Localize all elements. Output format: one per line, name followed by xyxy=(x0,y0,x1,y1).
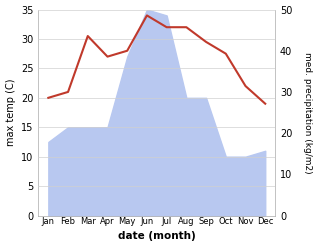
Y-axis label: med. precipitation (kg/m2): med. precipitation (kg/m2) xyxy=(303,52,313,173)
Y-axis label: max temp (C): max temp (C) xyxy=(5,79,16,146)
X-axis label: date (month): date (month) xyxy=(118,231,196,242)
